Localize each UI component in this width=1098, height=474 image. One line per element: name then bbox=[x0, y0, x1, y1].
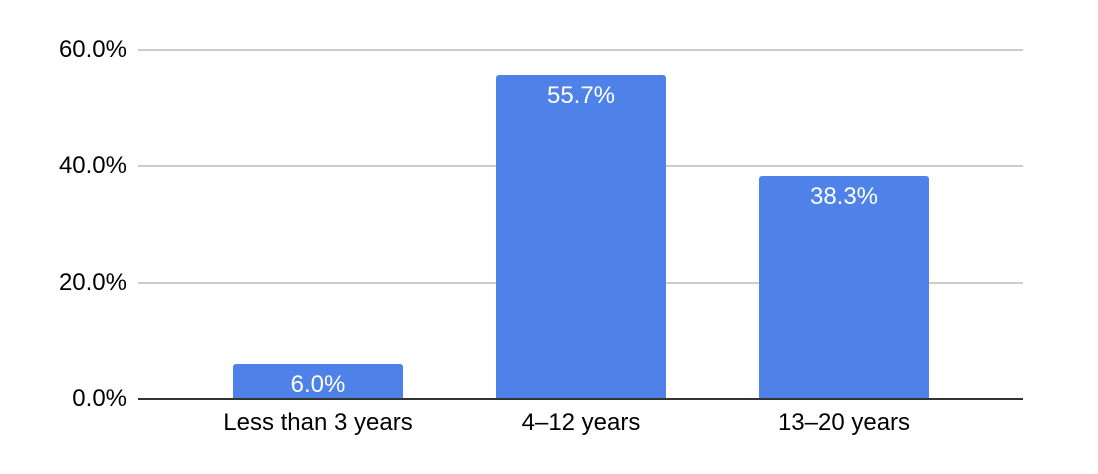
bar-3: 38.3% bbox=[759, 176, 929, 399]
x-axis-category-label: Less than 3 years bbox=[223, 409, 413, 436]
x-axis-category-label: 13–20 years bbox=[777, 409, 911, 436]
gridline bbox=[138, 49, 1023, 51]
bar-1: 6.0% bbox=[233, 364, 403, 399]
bar-2: 55.7% bbox=[496, 75, 666, 399]
y-axis-tick-label: 60.0% bbox=[58, 36, 127, 63]
bar-value-label: 38.3% bbox=[809, 183, 879, 211]
bar-value-label: 55.7% bbox=[546, 82, 616, 109]
y-axis-tick-label: 20.0% bbox=[58, 268, 127, 296]
bar-value-label: 6.0% bbox=[290, 371, 346, 399]
y-axis-tick-label: 0.0% bbox=[72, 385, 127, 412]
x-axis-line bbox=[138, 398, 1023, 400]
y-axis-tick-label: 40.0% bbox=[58, 152, 127, 180]
x-axis-category-label: 4–12 years bbox=[521, 409, 641, 436]
